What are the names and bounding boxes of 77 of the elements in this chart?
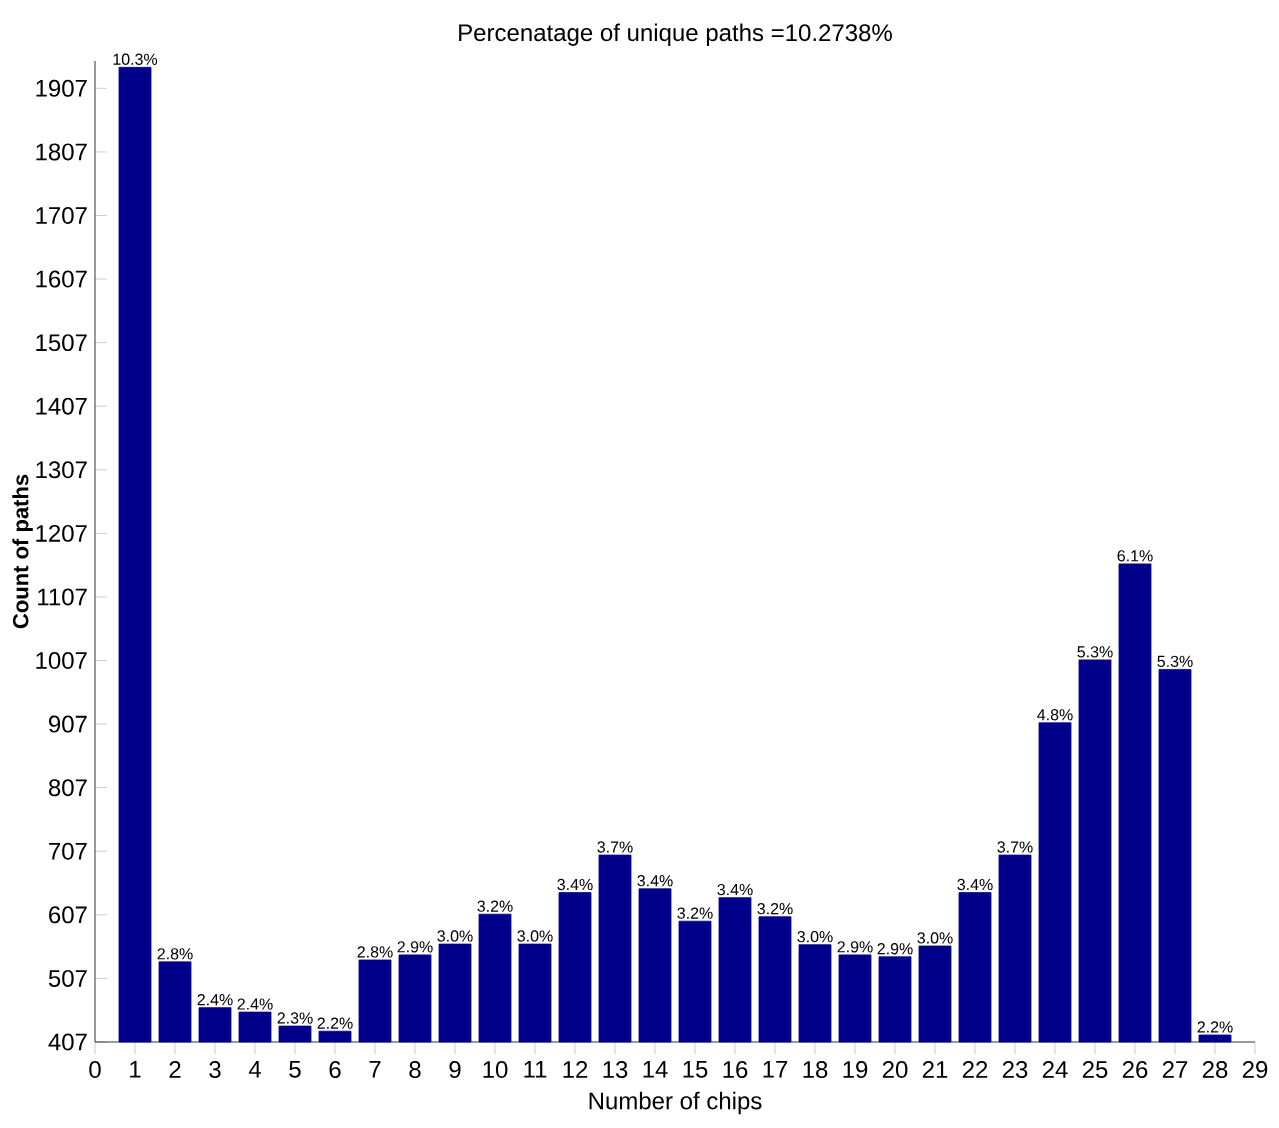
x-tick-label: 24 [1042, 1061, 1068, 1078]
y-tick-label: 1707 [36, 206, 87, 224]
y-tick-label: 1107 [38, 588, 87, 606]
annotation: 3.4% [557, 878, 593, 891]
y-tick-label: 907 [49, 715, 87, 733]
x-tick-label: 16 [723, 1061, 748, 1079]
x-tick-label: 23 [1002, 1061, 1028, 1079]
annotation: 10.3% [113, 53, 158, 65]
y-tick-label: 1507 [36, 334, 87, 352]
annotation: 3.0% [517, 930, 553, 942]
x-tick-label: 3 [209, 1061, 221, 1079]
x-tick-label: 0 [89, 1061, 101, 1079]
x-tick-label: 26 [1122, 1061, 1148, 1079]
annotation: 2.3% [277, 1012, 313, 1024]
x-tick-label: 20 [882, 1061, 908, 1079]
annotation: 3.4% [957, 878, 993, 891]
y-tick-label: 1307 [36, 461, 87, 479]
annotation: 3.0% [917, 932, 953, 944]
annotation: 2.9% [877, 943, 913, 955]
annotation: 2.2% [317, 1017, 353, 1029]
x-tick-label: 21 [922, 1061, 948, 1078]
x-tick-label: 22 [962, 1061, 988, 1078]
x-axis-title: Number of chips [589, 1091, 762, 1115]
annotation: 2.2% [1197, 1021, 1233, 1033]
chart-title: Percenatage of unique paths =10.2738% [459, 23, 892, 46]
annotation: 3.0% [437, 930, 473, 942]
x-tick-label: 29 [1242, 1061, 1268, 1079]
x-tick-label: 6 [329, 1061, 341, 1079]
annotation: 3.7% [997, 841, 1033, 853]
x-tick-label: 17 [763, 1061, 788, 1078]
y-tick-label: 607 [49, 906, 87, 924]
x-tick-label: 19 [843, 1061, 868, 1079]
annotation: 3.0% [797, 930, 833, 943]
annotation: 3.2% [677, 907, 713, 919]
annotation: 5.3% [1157, 655, 1193, 668]
y-tick-label: 1807 [36, 143, 87, 161]
x-tick-label: 7 [369, 1061, 381, 1078]
x-tick-label: 8 [409, 1061, 421, 1079]
x-tick-label: 9 [449, 1061, 461, 1079]
annotation: 6.1% [1117, 550, 1153, 562]
x-tick-label: 25 [1082, 1061, 1108, 1079]
y-tick-label: 1007 [36, 652, 87, 669]
annotation: 3.2% [477, 900, 513, 912]
x-tick-label: 5 [289, 1061, 301, 1078]
x-tick-label: 4 [248, 1061, 261, 1078]
y-tick-label: 807 [48, 779, 87, 797]
y-tick-label: 1407 [36, 397, 87, 415]
y-tick-label: 707 [49, 842, 87, 860]
annotation: 3.2% [757, 903, 793, 915]
annotation: 4.8% [1037, 709, 1073, 721]
annotation: 5.3% [1077, 646, 1113, 658]
annotation: 3.4% [717, 883, 753, 896]
annotation: 2.4% [237, 998, 273, 1010]
annotation: 2.9% [837, 941, 873, 953]
x-tick-label: 18 [803, 1061, 828, 1079]
y-axis-title: Count of paths [12, 474, 33, 629]
x-tick-label: 12 [563, 1061, 588, 1078]
annotation: 3.4% [637, 875, 673, 887]
y-tick-label: 507 [48, 969, 87, 987]
annotation: 3.7% [597, 841, 633, 853]
y-tick-label: 407 [48, 1033, 87, 1051]
annotation: 2.9% [397, 941, 433, 953]
x-tick-label: 14 [643, 1061, 668, 1078]
y-tick-label: 1607 [36, 270, 87, 288]
x-tick-label: 10 [483, 1061, 508, 1079]
y-tick-label: 1207 [36, 524, 87, 542]
x-tick-label: 28 [1202, 1061, 1228, 1079]
x-tick-label: 15 [683, 1061, 708, 1078]
x-tick-label: 27 [1162, 1061, 1188, 1078]
x-tick-label: 1 [130, 1061, 141, 1078]
x-tick-label: 13 [603, 1061, 628, 1079]
x-tick-label: 11 [524, 1061, 547, 1078]
x-tick-label: 2 [169, 1061, 181, 1078]
y-tick-label: 1907 [36, 79, 87, 97]
annotation: 2.8% [157, 948, 193, 960]
annotation: 2.8% [357, 946, 393, 958]
annotation: 2.4% [197, 993, 233, 1006]
